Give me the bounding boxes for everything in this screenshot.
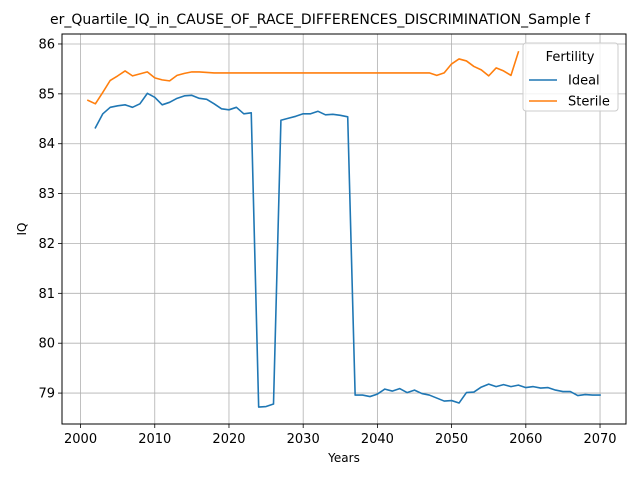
x-tick-label: 2050 — [435, 432, 468, 447]
legend-title: Fertility — [546, 50, 595, 65]
series-line-sterile — [86, 50, 520, 105]
x-tick-label: 2060 — [509, 432, 542, 447]
x-tick-label: 2020 — [212, 432, 245, 447]
x-tick-label: 2070 — [583, 432, 616, 447]
y-tick-label: 83 — [38, 187, 55, 202]
y-tick-label: 80 — [38, 337, 55, 352]
y-tick-label: 86 — [38, 37, 55, 52]
legend-box — [522, 42, 619, 112]
y-axis-label: IQ — [15, 223, 29, 236]
legend-label-sterile: Sterile — [568, 95, 610, 110]
axis-ticks: 2000 2010 2020 2030 2040 2050 2060 2070 79 80 81 82… — [38, 37, 616, 447]
series-line-ideal — [94, 92, 601, 408]
y-tick-label: 84 — [38, 137, 55, 152]
y-tick-label: 85 — [38, 87, 55, 102]
chart-title: er_Quartile_IQ_in_CAUSE_OF_RACE_DIFFEREN… — [50, 12, 591, 28]
legend: Fertility Ideal Sterile — [522, 42, 619, 112]
y-tick-label: 82 — [38, 237, 55, 252]
legend-label-ideal: Ideal — [568, 74, 600, 89]
y-tick-label: 79 — [38, 387, 55, 402]
x-tick-label: 2010 — [138, 432, 171, 447]
x-tick-label: 2030 — [287, 432, 320, 447]
plot-frame — [61, 33, 627, 425]
legend-entries: Ideal Sterile — [529, 74, 610, 110]
x-tick-label: 2000 — [64, 432, 97, 447]
series-lines — [86, 50, 601, 408]
y-tick-label: 81 — [38, 287, 55, 302]
x-tick-label: 2040 — [361, 432, 394, 447]
x-axis-label: Years — [327, 451, 360, 465]
